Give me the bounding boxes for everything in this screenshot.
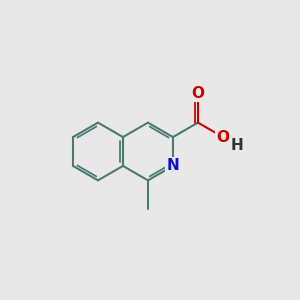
Text: N: N	[167, 158, 179, 173]
Text: O: O	[217, 130, 230, 145]
Text: O: O	[191, 86, 205, 101]
Text: H: H	[230, 137, 243, 152]
